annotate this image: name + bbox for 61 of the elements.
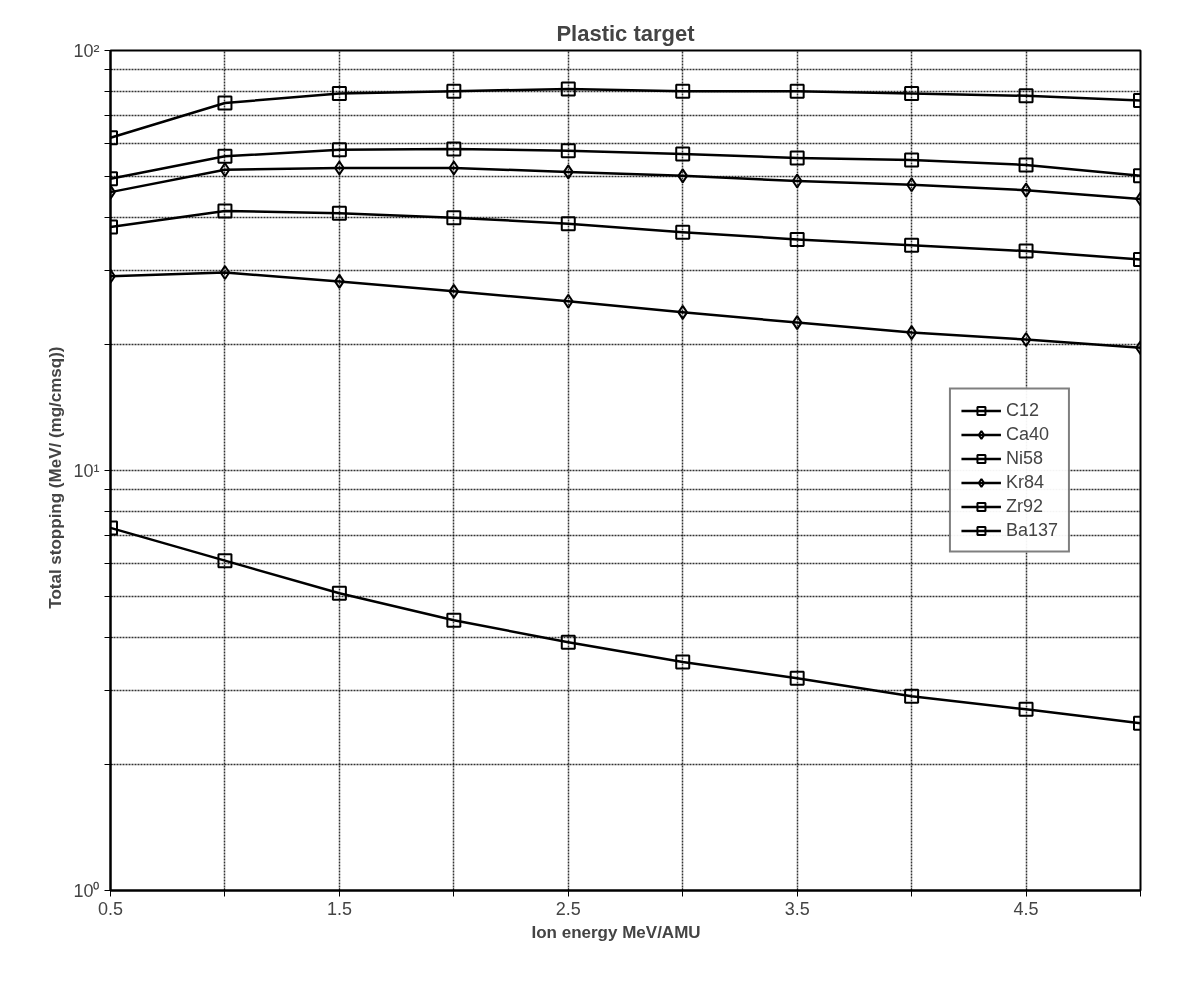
point: [791, 315, 803, 331]
point: [217, 553, 233, 569]
x-tick-label: 2.5: [555, 898, 581, 919]
legend-label: Zr92: [1005, 495, 1043, 517]
point: [446, 141, 462, 157]
point: [446, 612, 462, 628]
chart-title: Plastic target: [556, 20, 696, 46]
point: [789, 150, 805, 166]
point: [904, 237, 920, 253]
point: [1020, 332, 1032, 348]
point: [791, 173, 803, 189]
point: [219, 265, 231, 281]
point: [331, 142, 347, 158]
y-tick-label: 10¹: [73, 460, 100, 481]
point: [1018, 88, 1034, 104]
point: [448, 160, 460, 176]
x-tick-label: 0.5: [97, 898, 124, 919]
point: [562, 293, 574, 309]
point: [1020, 182, 1032, 198]
point: [562, 164, 574, 180]
point: [448, 283, 460, 299]
legend-label: Ni58: [1005, 447, 1043, 469]
point: [675, 83, 691, 99]
point: [677, 168, 689, 184]
point: [904, 688, 920, 704]
point: [331, 585, 347, 601]
point: [675, 224, 691, 240]
point: [217, 203, 233, 219]
point: [675, 146, 691, 162]
x-axis-title: Ion energy MeV/AMU: [531, 922, 701, 942]
point: [1018, 243, 1034, 259]
point: [675, 654, 691, 670]
point: [446, 210, 462, 226]
point: [789, 231, 805, 247]
point: [560, 634, 576, 650]
point: [446, 83, 462, 99]
point: [331, 205, 347, 221]
point: [217, 148, 233, 164]
point: [1018, 701, 1034, 717]
y-axis-title: Total stopping (MeV/ (mg/cmsq)): [46, 346, 66, 609]
point: [217, 95, 233, 111]
y-tick-label: 10⁰: [73, 880, 100, 901]
point: [904, 152, 920, 168]
y-tick-label: 10²: [73, 40, 100, 61]
point: [560, 143, 576, 159]
legend-label: Ca40: [1005, 423, 1049, 445]
point: [560, 81, 576, 97]
legend-label: Kr84: [1005, 471, 1044, 493]
point: [904, 86, 920, 101]
legend-label: C12: [1005, 399, 1039, 421]
point: [789, 670, 805, 686]
point: [331, 86, 347, 101]
legend-label: Ba137: [1005, 519, 1058, 541]
x-tick-label: 1.5: [326, 898, 352, 919]
point: [560, 216, 576, 232]
point: [219, 162, 231, 178]
x-tick-label: 3.5: [784, 898, 810, 919]
point: [677, 304, 689, 320]
point: [1018, 157, 1034, 173]
point: [789, 83, 805, 99]
x-tick-label: 4.5: [1013, 898, 1039, 919]
